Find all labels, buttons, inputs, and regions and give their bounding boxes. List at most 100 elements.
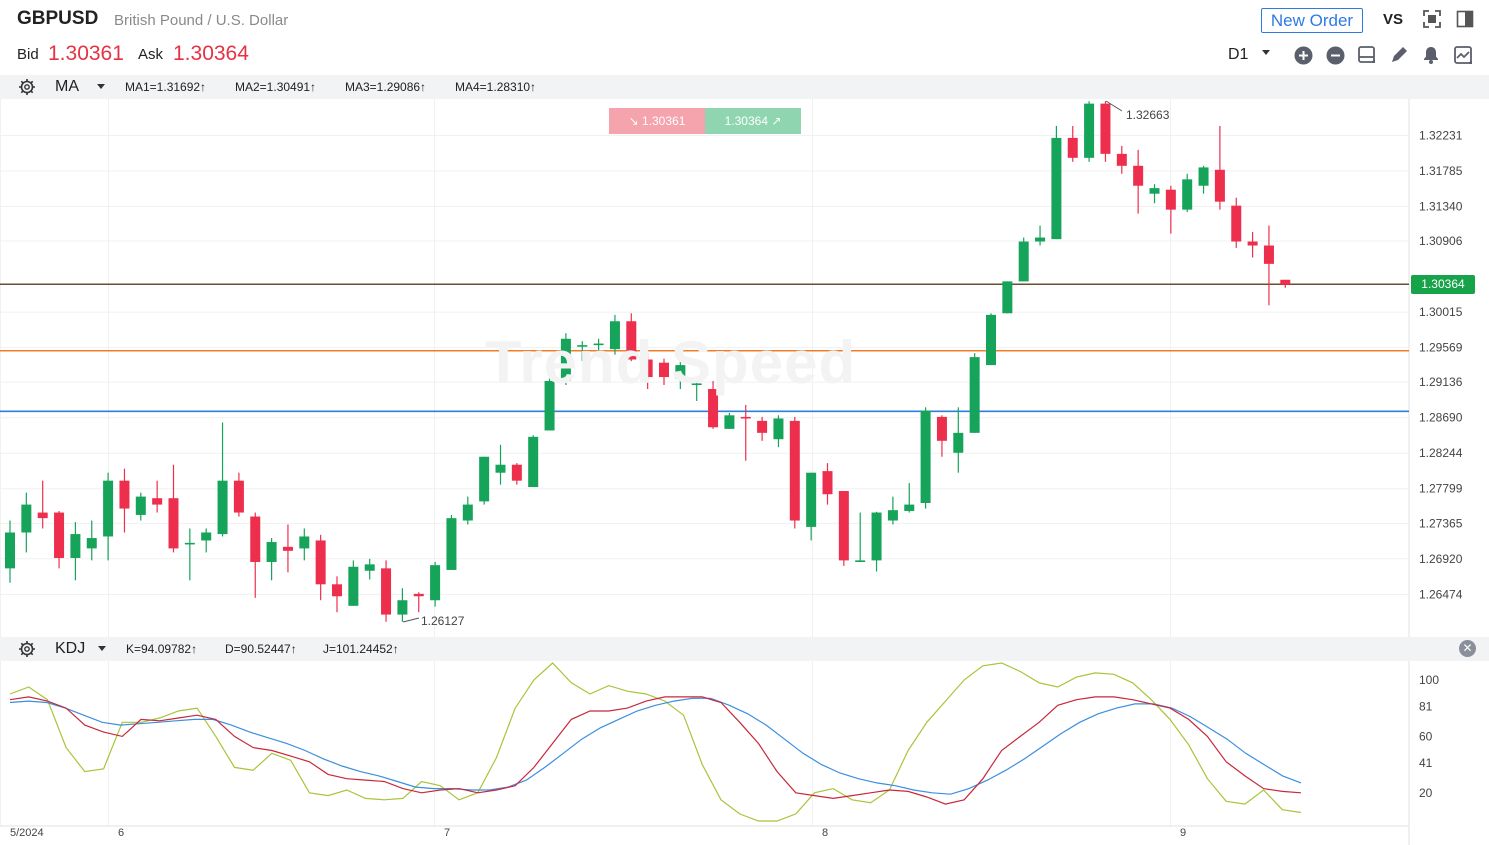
candle-body — [659, 362, 669, 378]
candle-body — [397, 600, 408, 615]
fullscreen-icon[interactable] — [1422, 9, 1442, 29]
timeframe-selector[interactable]: D1 — [1228, 46, 1249, 63]
candle-body — [740, 416, 751, 419]
kdj-k-line — [9, 696, 1302, 805]
candle-body — [855, 560, 866, 562]
sell-price-button[interactable]: ↘ 1.30361 — [609, 108, 705, 134]
candle-body — [986, 314, 996, 366]
candle-body — [1165, 189, 1176, 210]
kdj-indicator-name[interactable]: KDJ — [55, 640, 86, 657]
chart-type-icon[interactable] — [1357, 45, 1377, 65]
price-chart[interactable]: 1.32231 1.31785 1.31340 1.30906 1.30015 1.295… — [0, 99, 1489, 637]
kdj-indicator-bar: KDJ K=94.09782↑ D=90.52447↑ J=101.24452↑ — [0, 637, 1489, 661]
candle-body — [528, 436, 539, 488]
zoom-in-icon[interactable] — [1293, 45, 1313, 65]
candle-body — [708, 389, 719, 428]
zoom-out-icon[interactable] — [1325, 45, 1345, 65]
symbol-description: British Pound / U.S. Dollar — [114, 12, 289, 29]
time-tick-label: 8 — [822, 827, 828, 839]
ma2-value: MA2=1.30491↑ — [235, 80, 317, 94]
candle-body — [381, 568, 392, 615]
chevron-down-icon[interactable] — [97, 84, 105, 89]
candle-body — [1116, 153, 1127, 166]
candle-body — [1263, 245, 1274, 264]
buy-price: 1.30364 — [724, 114, 768, 128]
price-tick-label: 1.30015 — [1419, 305, 1463, 319]
candle-body — [577, 345, 588, 347]
close-icon[interactable]: ✕ — [1459, 640, 1476, 657]
ma-indicator-bar: MA MA1=1.31692↑ MA2=1.30491↑ MA3=1.29086… — [0, 75, 1489, 99]
high-annotation: 1.32663 — [1126, 108, 1170, 122]
candle-body — [135, 496, 146, 515]
ask-value: 1.30364 — [173, 42, 249, 65]
kdj-tick-label: 60 — [1419, 729, 1433, 743]
candle-body — [904, 504, 915, 511]
candle-body — [675, 365, 686, 379]
chevron-down-icon[interactable] — [98, 646, 106, 651]
price-tick-label: 1.30906 — [1419, 234, 1463, 248]
bell-alert-icon[interactable] — [1421, 45, 1441, 65]
price-tick-label: 1.26474 — [1419, 587, 1463, 601]
new-order-button[interactable]: New Order — [1261, 8, 1363, 33]
price-tick-label: 1.27799 — [1419, 482, 1463, 496]
candle-body — [1214, 169, 1225, 202]
candle-body — [413, 593, 424, 597]
kdj-tick-label: 81 — [1419, 700, 1433, 714]
ma4-value: MA4=1.28310↑ — [455, 80, 537, 94]
candle-body — [1100, 103, 1111, 154]
candle-body — [511, 464, 522, 481]
candle-body — [70, 534, 81, 558]
kdj-tick-label: 20 — [1419, 786, 1433, 800]
candle-body — [299, 536, 310, 549]
price-tick-label: 1.27365 — [1419, 516, 1463, 530]
candle-body — [495, 464, 506, 473]
candle-body — [364, 564, 375, 571]
candle-body — [773, 418, 784, 440]
price-level-lines — [0, 283, 1409, 413]
compare-vs-button[interactable]: VS — [1383, 11, 1404, 28]
pencil-draw-icon[interactable] — [1389, 45, 1409, 65]
kdj-j-value: J=101.24452↑ — [323, 642, 399, 656]
candle-body — [936, 416, 947, 441]
candle-body — [789, 420, 800, 521]
watermark-text: Trend Speed — [485, 329, 857, 396]
candle-body — [250, 516, 261, 562]
price-tick-label: 1.28244 — [1419, 446, 1463, 460]
quick-trade-box: ↘ 1.30361 1.30364 ↗ — [609, 108, 801, 134]
candle-body — [1035, 237, 1046, 242]
price-tick-label: 1.31340 — [1419, 199, 1463, 213]
candle-body — [103, 480, 114, 537]
candle-body — [1067, 137, 1078, 158]
bid-label: Bid — [17, 46, 39, 63]
chevron-down-icon[interactable] — [1262, 50, 1270, 55]
price-tick-label: 1.32231 — [1419, 128, 1463, 142]
candle-body — [560, 338, 571, 382]
bid-value: 1.30361 — [48, 42, 124, 65]
candle-body — [332, 584, 342, 597]
buy-price-button[interactable]: 1.30364 ↗ — [705, 108, 801, 134]
indicator-chart-icon[interactable] — [1453, 45, 1473, 65]
candle-body — [5, 532, 15, 569]
kdj-chart[interactable]: 100 81 60 41 20 5/2024 6 7 8 9 — [0, 661, 1489, 845]
candle-body — [1182, 179, 1193, 210]
time-tick-label: 9 — [1180, 827, 1186, 839]
candle-body — [479, 456, 490, 502]
gear-icon[interactable] — [17, 77, 37, 97]
candle-body — [266, 542, 277, 562]
candlestick-series — [5, 100, 1291, 623]
gear-icon[interactable] — [17, 639, 37, 659]
candle-body — [152, 498, 163, 505]
candle-body — [430, 565, 441, 601]
layout-panel-icon[interactable] — [1455, 9, 1475, 29]
candle-body — [119, 480, 130, 509]
symbol-title[interactable]: GBPUSD — [17, 8, 99, 29]
candle-body — [1280, 279, 1291, 285]
candle-body — [593, 343, 604, 346]
chart-header: GBPUSD British Pound / U.S. Dollar Bid 1… — [0, 0, 1489, 75]
kdj-tick-label: 100 — [1419, 673, 1439, 687]
price-tick-label: 1.29136 — [1419, 375, 1463, 389]
candle-body — [920, 410, 931, 503]
ma-indicator-name[interactable]: MA — [55, 78, 79, 95]
candle-body — [348, 566, 359, 606]
kdj-d-line — [9, 697, 1302, 795]
